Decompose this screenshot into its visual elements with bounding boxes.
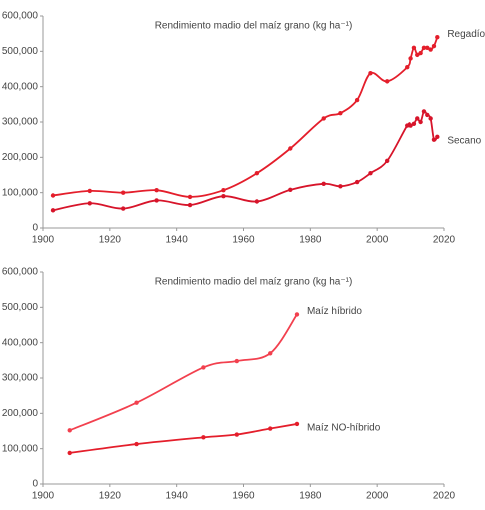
data-point [354, 97, 360, 103]
series-line [69, 313, 298, 432]
data-point [234, 432, 240, 437]
data-point [294, 421, 300, 427]
y-tick-label: 0 [32, 223, 38, 234]
data-point [415, 52, 420, 58]
data-point [294, 312, 300, 317]
y-tick-label: 600,000 [2, 267, 39, 278]
data-point [435, 35, 440, 40]
y-tick-label: 0 [32, 479, 38, 490]
data-point [50, 193, 56, 198]
series-line [52, 36, 439, 198]
data-point [415, 116, 420, 121]
data-point [87, 201, 92, 206]
data-point [67, 450, 72, 456]
y-tick-label: 500,000 [2, 302, 39, 313]
x-tick-label: 1900 [32, 491, 55, 502]
series-line [69, 423, 298, 454]
data-point [87, 188, 92, 194]
data-point [321, 116, 326, 121]
chart-title: Rendimiento madio del maíz grano (kg ha⁻… [155, 21, 353, 32]
x-tick-label: 1940 [166, 235, 189, 246]
data-point [187, 202, 193, 208]
y-tick-label: 400,000 [2, 81, 39, 92]
data-point [411, 121, 417, 126]
series-label: Regadío [447, 29, 485, 40]
y-tick-label: 200,000 [2, 408, 39, 419]
chart-title: Rendimiento madio del maíz grano (kg ha⁻… [155, 277, 353, 288]
data-point [425, 45, 430, 50]
data-point [254, 199, 260, 204]
y-tick-label: 200,000 [2, 152, 39, 163]
data-point [354, 179, 360, 185]
data-point [50, 208, 56, 213]
y-tick-label: 300,000 [2, 117, 39, 128]
data-point [431, 43, 437, 49]
data-point [201, 365, 206, 370]
y-tick-label: 500,000 [2, 46, 39, 57]
data-point [221, 194, 226, 199]
data-point [254, 171, 260, 176]
x-tick-label: 1900 [32, 235, 55, 246]
data-point [368, 71, 373, 76]
data-point [121, 190, 126, 195]
x-tick-label: 1980 [299, 491, 322, 502]
data-point [418, 119, 423, 125]
x-tick-label: 1940 [166, 491, 189, 502]
series-label: Secano [447, 135, 481, 146]
y-tick-label: 100,000 [2, 187, 39, 198]
data-point [154, 187, 159, 193]
data-point [338, 184, 343, 189]
data-point [408, 123, 413, 128]
y-tick-label: 600,000 [2, 11, 39, 22]
data-point [187, 194, 193, 200]
x-tick-label: 1980 [299, 235, 322, 246]
y-tick-label: 100,000 [2, 443, 39, 454]
data-point [435, 134, 440, 140]
data-point [221, 187, 226, 193]
data-point [418, 50, 423, 56]
data-point [288, 187, 293, 193]
x-tick-label: 2000 [366, 235, 389, 246]
x-tick-label: 1920 [99, 491, 122, 502]
series-label: Maíz NO-híbrido [307, 423, 381, 434]
data-point [408, 56, 413, 61]
data-point [421, 45, 427, 50]
x-tick-label: 2000 [366, 491, 389, 502]
data-point [411, 45, 417, 50]
data-point [384, 79, 390, 84]
x-tick-label: 2020 [433, 235, 456, 246]
data-point [134, 441, 139, 447]
data-point [268, 426, 273, 431]
data-point [338, 110, 343, 116]
data-point [67, 428, 72, 433]
data-point [428, 116, 433, 121]
data-point [425, 112, 430, 118]
y-tick-label: 300,000 [2, 373, 39, 384]
x-tick-label: 1920 [99, 235, 122, 246]
data-point [431, 137, 437, 142]
data-point [321, 181, 326, 187]
data-point [134, 400, 139, 405]
data-point [421, 109, 427, 114]
data-point [234, 358, 240, 364]
data-point [428, 47, 433, 52]
x-tick-label: 1960 [232, 235, 255, 246]
data-point [201, 435, 206, 440]
data-point [405, 65, 410, 70]
data-point [405, 123, 410, 128]
x-tick-label: 2020 [433, 491, 456, 502]
series-label: Maíz híbrido [307, 306, 362, 317]
data-point [384, 158, 390, 164]
y-tick-label: 400,000 [2, 337, 39, 348]
x-tick-label: 1960 [232, 491, 255, 502]
data-point [368, 171, 373, 176]
data-point [268, 351, 273, 356]
data-point [288, 146, 293, 151]
data-point [154, 198, 159, 203]
series-line [52, 110, 439, 212]
data-point [121, 206, 126, 211]
